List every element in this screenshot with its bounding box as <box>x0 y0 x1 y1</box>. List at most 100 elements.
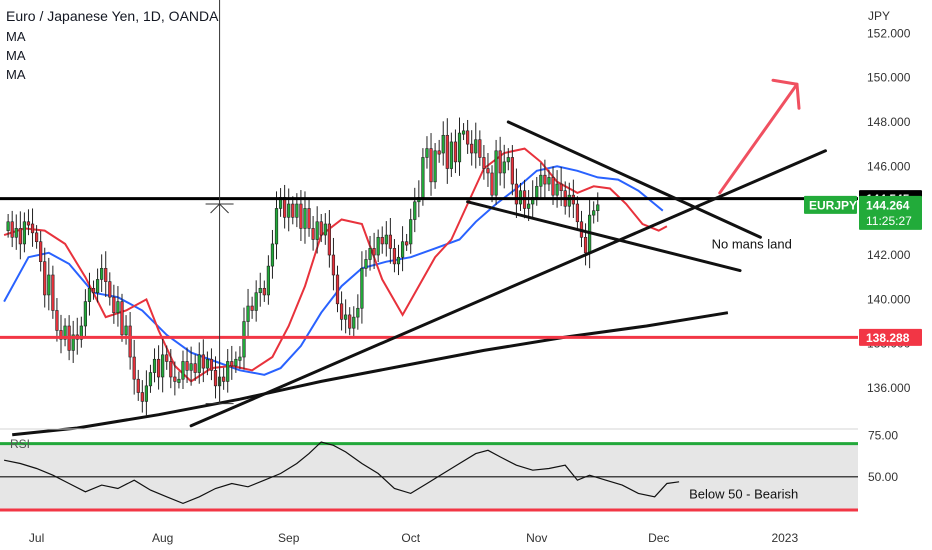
candle-body-up <box>396 256 401 265</box>
candle-body-up <box>344 314 348 320</box>
candle-body-down <box>575 203 580 223</box>
candle-body-up <box>22 221 26 245</box>
candle-body-up <box>14 228 18 238</box>
candle <box>547 169 551 192</box>
candle <box>177 371 181 389</box>
candle <box>95 268 100 303</box>
candle <box>156 345 161 390</box>
candle <box>173 361 177 396</box>
candle-body-up <box>6 221 10 231</box>
candle-body-down <box>380 236 384 245</box>
candle-body-down <box>583 236 588 254</box>
candle-body-down <box>319 221 323 236</box>
candle <box>323 213 327 245</box>
candle <box>319 214 323 243</box>
candle-body-down <box>104 268 108 282</box>
candle-body-down <box>490 172 494 196</box>
candle <box>71 320 75 363</box>
candle-body-down <box>311 228 315 240</box>
x-tick-label: Jul <box>29 531 44 545</box>
candle-body-up <box>539 174 543 187</box>
candle-body-up <box>376 236 380 256</box>
candle-body-up <box>79 325 83 340</box>
candle-body-down <box>136 378 140 393</box>
candle <box>461 123 466 141</box>
rising-trendline <box>189 149 827 428</box>
candle <box>287 188 291 232</box>
price-scale[interactable] <box>858 0 932 550</box>
candle-body-down <box>510 157 514 185</box>
indicator-ma-1[interactable]: MA <box>6 29 26 44</box>
candle <box>205 351 209 376</box>
candle <box>226 349 230 393</box>
candle <box>250 296 254 319</box>
candle-body-up <box>95 279 100 294</box>
x-tick-label: Aug <box>152 531 173 545</box>
candle-body-up <box>197 354 201 373</box>
candle <box>112 284 116 324</box>
candle <box>144 370 148 416</box>
candle <box>34 225 39 249</box>
candle <box>445 118 449 184</box>
price-pane: No mans land <box>0 0 858 437</box>
candle-body-down <box>543 174 547 185</box>
candle-body-down <box>39 241 43 262</box>
y-tick-label: 142.000 <box>867 248 911 262</box>
candle-body-down <box>339 303 344 320</box>
candle-body-down <box>291 203 295 218</box>
y-tick-label: 148.000 <box>867 115 911 129</box>
candle <box>457 117 462 176</box>
candle-body-down <box>335 274 340 305</box>
candle <box>356 294 360 330</box>
candle <box>116 286 120 327</box>
candle-body-up <box>234 358 238 367</box>
candle <box>543 159 547 199</box>
candle <box>83 289 87 338</box>
candle <box>63 318 67 347</box>
candle-body-down <box>486 168 490 174</box>
candle <box>152 348 157 383</box>
indicator-ma-2[interactable]: MA <box>6 48 26 63</box>
indicator-ma-3[interactable]: MA <box>6 67 26 82</box>
candle-body-down <box>185 361 189 371</box>
candle-body-up <box>71 334 75 351</box>
candle-body-down <box>59 330 63 340</box>
candle <box>307 199 311 237</box>
candle <box>384 221 388 257</box>
candle-body-up <box>254 292 258 311</box>
candle <box>335 265 340 313</box>
candle <box>246 288 250 337</box>
symbol-tag-box <box>804 195 857 214</box>
candle <box>291 196 295 225</box>
candle <box>555 170 559 208</box>
candle <box>169 349 173 389</box>
candle-body-down <box>120 301 124 336</box>
candle-body-up <box>148 372 153 387</box>
candle-body-down <box>372 248 376 256</box>
candle <box>39 230 43 272</box>
candle-body-up <box>356 307 360 318</box>
candle-body-down <box>405 241 409 246</box>
candle-body-up <box>506 157 510 163</box>
support-price-tag: 138.288 <box>866 331 910 345</box>
candle <box>51 265 55 319</box>
candle <box>213 356 218 399</box>
candle <box>140 380 144 413</box>
candle-body-down <box>250 305 254 311</box>
candle <box>79 316 83 348</box>
candle <box>339 291 344 331</box>
candle-body-up <box>535 185 539 198</box>
candle-body-up <box>567 194 571 207</box>
candle <box>372 232 376 269</box>
candle-body-down <box>222 376 226 382</box>
candle-body-up <box>238 356 242 361</box>
candle-body-down <box>453 141 458 163</box>
candle <box>396 244 401 276</box>
candle-body-down <box>112 296 116 313</box>
candle <box>6 214 10 238</box>
candle-body-down <box>169 361 173 378</box>
candle <box>18 211 22 260</box>
candle-body-down <box>514 183 519 205</box>
candle <box>400 226 405 272</box>
